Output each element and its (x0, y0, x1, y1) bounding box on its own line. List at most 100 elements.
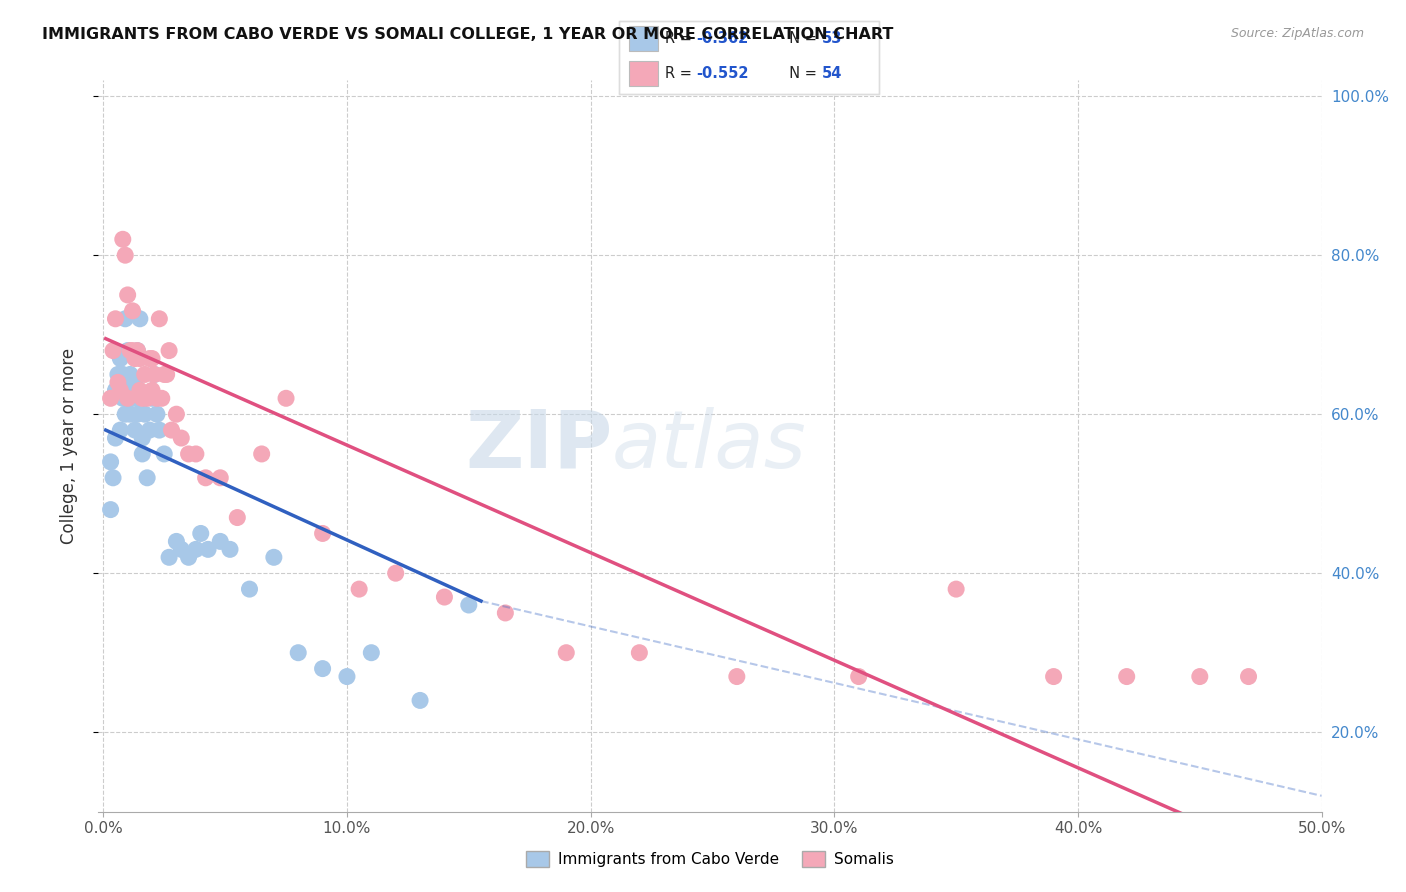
Point (128, 351, 150, 366)
Point (127, 343, 149, 358)
Point (190, 526, 212, 541)
Point (311, 662, 333, 676)
Point (184, 542, 207, 557)
Text: atlas: atlas (612, 407, 807, 485)
Point (134, 368, 156, 382)
Point (848, 669, 870, 683)
Point (157, 343, 180, 358)
Point (143, 368, 166, 382)
Point (136, 392, 159, 406)
Point (197, 542, 219, 557)
Text: -0.552: -0.552 (697, 66, 749, 81)
Point (177, 447, 200, 461)
Point (336, 669, 359, 683)
Point (141, 392, 163, 406)
Point (128, 311, 150, 326)
Text: 54: 54 (821, 66, 842, 81)
Point (409, 693, 432, 707)
Text: -0.362: -0.362 (697, 31, 749, 46)
Point (238, 582, 260, 596)
Point (148, 311, 170, 326)
Point (157, 550, 180, 565)
Point (111, 232, 134, 246)
Point (107, 384, 129, 398)
Point (156, 368, 179, 382)
Point (110, 351, 132, 366)
Point (124, 423, 146, 437)
Point (107, 376, 129, 390)
Point (104, 384, 127, 398)
Point (117, 288, 139, 302)
Point (274, 392, 297, 406)
Point (121, 384, 143, 398)
Point (117, 343, 139, 358)
Point (1042, 669, 1064, 683)
Point (100, 502, 122, 516)
Y-axis label: College, 1 year or more: College, 1 year or more (59, 348, 77, 544)
Point (384, 566, 406, 581)
Point (945, 582, 967, 596)
Point (146, 392, 169, 406)
Point (101, 343, 124, 358)
Point (165, 534, 187, 549)
Point (170, 542, 193, 557)
FancyBboxPatch shape (628, 27, 658, 51)
Point (114, 407, 136, 421)
Text: R =: R = (665, 31, 697, 46)
Point (120, 407, 142, 421)
Point (184, 447, 207, 461)
Point (494, 606, 516, 620)
Point (121, 343, 143, 358)
Text: IMMIGRANTS FROM CABO VERDE VS SOMALI COLLEGE, 1 YEAR OR MORE CORRELATION CHART: IMMIGRANTS FROM CABO VERDE VS SOMALI COL… (42, 27, 894, 42)
Point (347, 582, 370, 596)
Point (128, 392, 150, 406)
Point (141, 351, 163, 366)
Point (104, 431, 127, 445)
Point (111, 368, 134, 382)
Point (150, 392, 173, 406)
Point (110, 384, 132, 398)
Point (170, 431, 193, 445)
Point (120, 343, 142, 358)
Point (104, 311, 127, 326)
Point (1237, 669, 1260, 683)
Text: Source: ZipAtlas.com: Source: ZipAtlas.com (1230, 27, 1364, 40)
Point (311, 526, 333, 541)
Point (1115, 669, 1137, 683)
Point (194, 471, 217, 485)
Point (141, 384, 163, 398)
Point (100, 392, 122, 406)
Point (127, 343, 149, 358)
Point (209, 534, 232, 549)
Point (100, 455, 122, 469)
Point (148, 423, 170, 437)
Point (153, 447, 176, 461)
Point (117, 392, 139, 406)
FancyBboxPatch shape (628, 62, 658, 87)
Point (360, 646, 382, 660)
Point (263, 550, 285, 565)
Point (143, 368, 166, 382)
Point (160, 423, 183, 437)
Point (725, 669, 748, 683)
Point (136, 471, 159, 485)
Point (138, 351, 160, 366)
Point (146, 407, 169, 421)
Point (1286, 845, 1309, 859)
Point (628, 646, 651, 660)
Point (287, 646, 309, 660)
Text: N =: N = (780, 31, 821, 46)
Legend: Immigrants from Cabo Verde, Somalis: Immigrants from Cabo Verde, Somalis (520, 846, 900, 873)
Point (134, 407, 156, 421)
Point (101, 471, 124, 485)
Point (457, 598, 479, 612)
Point (114, 311, 136, 326)
Text: ZIP: ZIP (465, 407, 612, 485)
Text: R =: R = (665, 66, 697, 81)
Point (177, 550, 200, 565)
Point (124, 376, 146, 390)
Point (433, 590, 456, 604)
Point (153, 368, 176, 382)
Point (117, 392, 139, 406)
Point (250, 447, 273, 461)
